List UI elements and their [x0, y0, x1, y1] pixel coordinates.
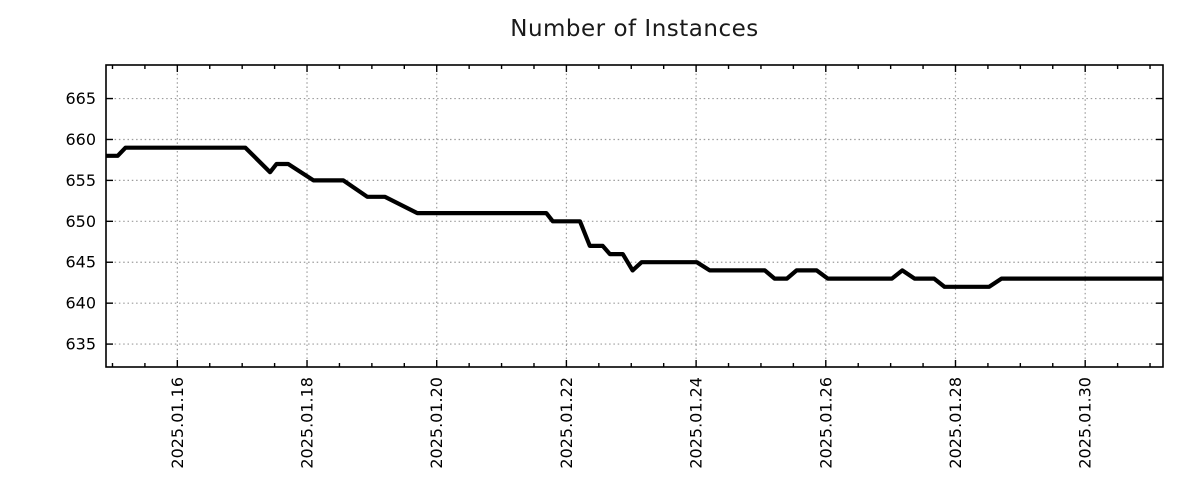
x-tick-label: 2025.01.20: [427, 377, 446, 469]
series-group: [106, 145, 1163, 289]
y-tick-label: 640: [65, 294, 96, 313]
y-tick-label: 645: [65, 253, 96, 272]
y-tick-label: 655: [65, 171, 96, 190]
y-tick-label: 650: [65, 212, 96, 231]
x-tick-label: 2025.01.30: [1076, 377, 1095, 469]
x-tick-label: 2025.01.22: [557, 377, 576, 469]
axis-ticks: [106, 65, 1163, 367]
x-tick-label: 2025.01.24: [687, 377, 706, 469]
x-tick-label: 2025.01.18: [298, 377, 317, 469]
grid-lines: [106, 65, 1163, 367]
series-line-instances: [106, 145, 1163, 289]
y-tick-labels: 665 660 655 650 645 640 635: [65, 89, 96, 354]
plot-border: [105, 64, 1164, 368]
x-tick-labels: 2025.01.16 2025.01.18 2025.01.20 2025.01.22…: [168, 377, 1095, 469]
y-tick-label: 665: [65, 89, 96, 108]
y-tick-label: 660: [65, 130, 96, 149]
y-tick-label: 635: [65, 335, 96, 354]
x-tick-label: 2025.01.28: [946, 377, 965, 469]
chart-title: Number of Instances: [510, 16, 759, 42]
x-tick-label: 2025.01.26: [816, 377, 835, 469]
x-tick-label: 2025.01.16: [168, 377, 187, 469]
